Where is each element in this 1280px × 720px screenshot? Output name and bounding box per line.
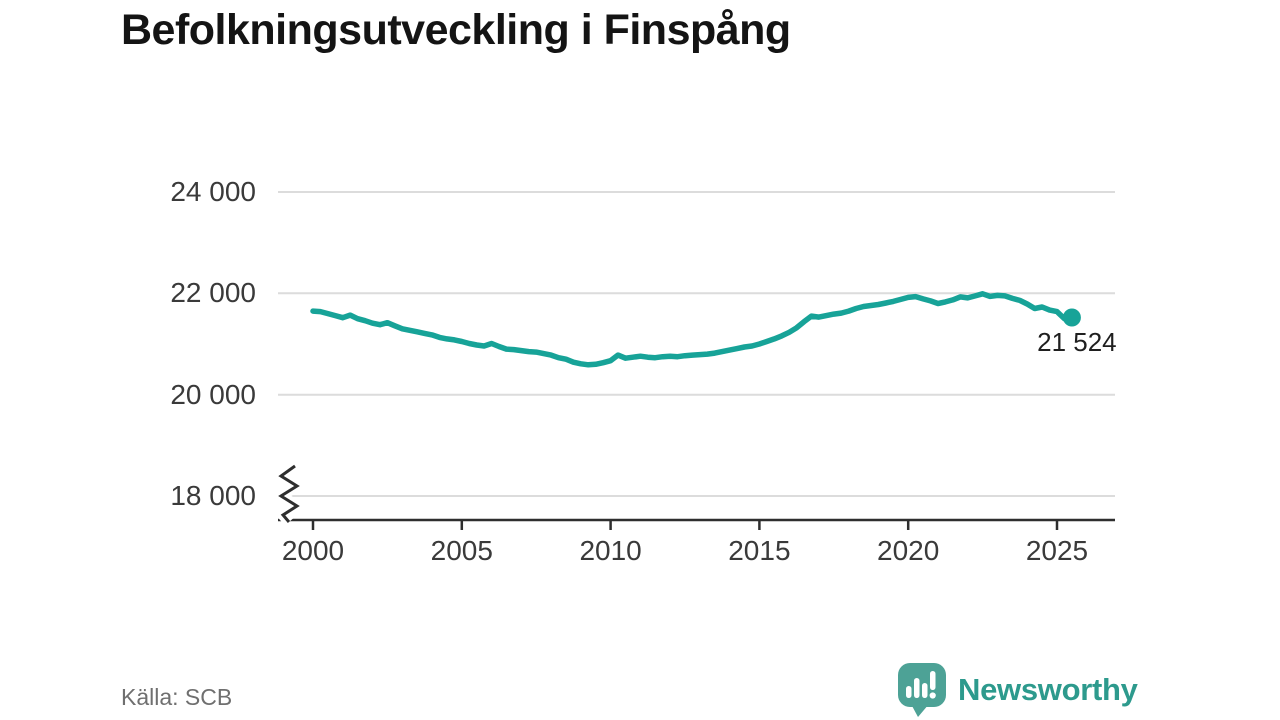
y-axis-tick-label: 20 000 [170,378,256,410]
x-axis-tick-label: 2010 [579,535,642,566]
newsworthy-icon [898,663,946,717]
end-value-label: 21 524 [1037,327,1117,358]
x-axis-tick-label: 2020 [877,535,940,566]
y-axis-tick-label: 24 000 [170,176,256,207]
x-axis-tick-label: 2000 [281,535,345,566]
speech-bubble-tail [911,704,929,717]
y-axis-labels: 24 000 22 000 20 000 18 000 [0,0,256,720]
speech-bubble-shape [898,663,946,707]
bar-chart-glyph [906,671,936,699]
source-label: Källa: SCB [121,684,233,710]
x-axis-tick-label: 2005 [430,535,493,566]
y-axis-tick-label: 22 000 [170,277,256,309]
x-axis-tick-label: 2015 [728,535,791,566]
end-point-dot [1062,308,1081,327]
axis-break-zigzag [278,464,300,523]
newsworthy-wordmark: Newsworthy [958,672,1138,707]
newsworthy-logo: Newsworthy [897,662,1138,718]
x-axis-tick-label: 2025 [1025,535,1089,566]
y-axis-tick-label: 18 000 [170,480,256,511]
population-line [310,291,1075,368]
chart-title: Befolkningsutveckling i Finspång [121,6,791,54]
